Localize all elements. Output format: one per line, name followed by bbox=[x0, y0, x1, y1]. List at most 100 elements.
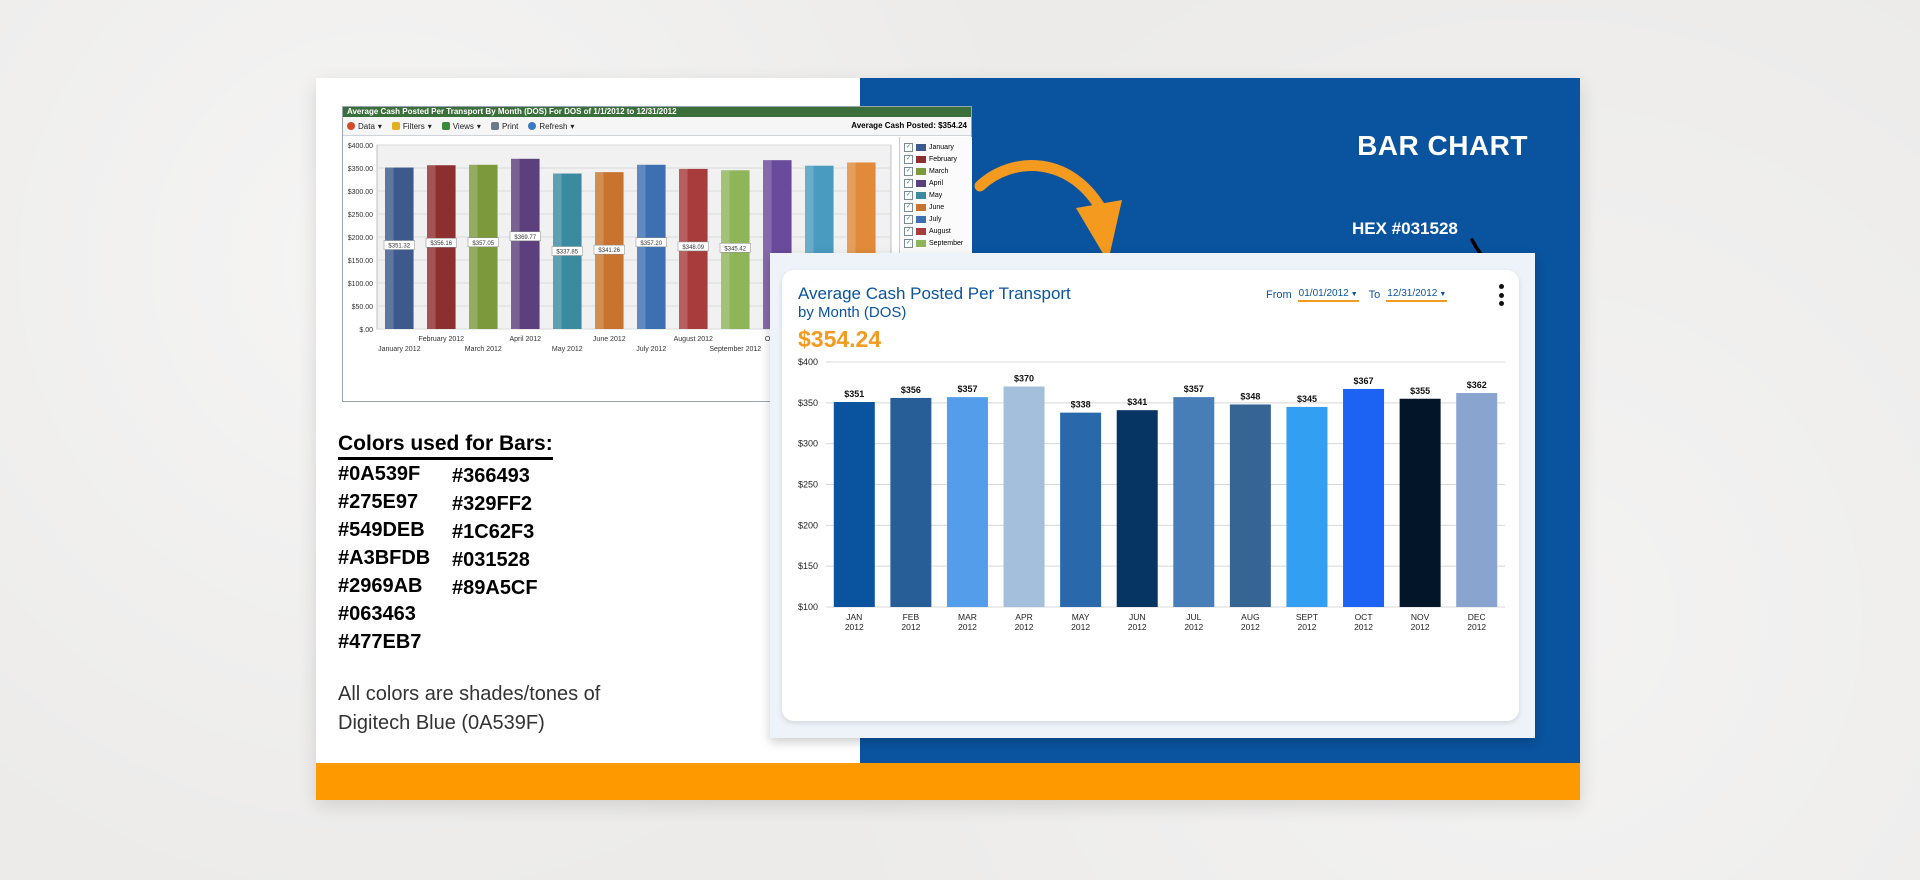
legacy-bar-label-box bbox=[593, 244, 625, 255]
widget-frame: Average Cash Posted Per Transport by Mon… bbox=[770, 253, 1535, 738]
widget-title: Average Cash Posted Per Transport bbox=[798, 284, 1071, 303]
legacy-data-button[interactable]: Data ▾ bbox=[347, 122, 382, 131]
color-code: #063463 bbox=[338, 603, 416, 625]
x-tick-year: 2012 bbox=[1354, 622, 1373, 632]
checkbox-icon[interactable]: ✓ bbox=[904, 202, 913, 212]
legacy-legend-item[interactable]: ✓ January bbox=[900, 141, 972, 153]
legacy-bar-label-box bbox=[467, 237, 499, 248]
legend-swatch bbox=[916, 143, 926, 151]
bar bbox=[1060, 412, 1102, 607]
legacy-y-tick: $250.00 bbox=[348, 212, 373, 219]
legacy-views-button[interactable]: Views ▾ bbox=[441, 122, 481, 131]
y-tick-label: $350 bbox=[798, 398, 818, 408]
bar bbox=[946, 397, 988, 607]
bar-value-label: $370 bbox=[1014, 374, 1034, 384]
legend-swatch bbox=[916, 227, 926, 235]
legacy-bar-shine bbox=[763, 160, 772, 329]
legacy-x-label: May 2012 bbox=[552, 346, 583, 353]
bar bbox=[1286, 406, 1328, 607]
legend-swatch bbox=[916, 179, 926, 187]
bar-value-label: $362 bbox=[1467, 380, 1487, 390]
legacy-bar-label: $357.05 bbox=[472, 241, 494, 247]
color-code: #89A5CF bbox=[452, 577, 538, 599]
legacy-legend-item[interactable]: ✓ July bbox=[900, 213, 972, 225]
legacy-bar-label: $337.85 bbox=[556, 250, 578, 256]
color-code: #0A539F bbox=[338, 463, 421, 485]
bar-value-label: $338 bbox=[1071, 400, 1091, 410]
color-code: #2969AB bbox=[338, 575, 423, 597]
legacy-bar bbox=[511, 158, 540, 329]
legacy-x-label: February 2012 bbox=[419, 336, 465, 343]
x-tick-label: SEPT bbox=[1296, 612, 1318, 622]
legacy-legend-item[interactable]: ✓ June bbox=[900, 201, 972, 213]
color-code: #549DEB bbox=[338, 519, 425, 541]
kebab-menu-icon[interactable] bbox=[1497, 284, 1505, 306]
pie-icon bbox=[347, 122, 355, 130]
legacy-bar-label: $351.32 bbox=[388, 244, 410, 250]
legacy-bar-label: $357.20 bbox=[640, 241, 662, 247]
orange-footer-bar bbox=[316, 763, 1580, 800]
legacy-legend-item[interactable]: ✓ August bbox=[900, 225, 972, 237]
legend-label: January bbox=[929, 143, 954, 151]
x-tick-year: 2012 bbox=[1241, 622, 1260, 632]
y-tick-label: $400 bbox=[798, 357, 818, 367]
legacy-legend-item[interactable]: ✓ September bbox=[900, 237, 972, 249]
legacy-legend-item[interactable]: ✓ May bbox=[900, 189, 972, 201]
legacy-x-label: July 2012 bbox=[636, 346, 666, 353]
x-tick-label: AUG bbox=[1241, 612, 1259, 622]
views-icon bbox=[441, 122, 450, 130]
colors-heading: Colors used for Bars: bbox=[338, 432, 553, 460]
legacy-print-button[interactable]: Print bbox=[490, 122, 518, 131]
legacy-bar-label: $369.77 bbox=[514, 235, 536, 241]
color-code: #A3BFDB bbox=[338, 547, 431, 569]
checkbox-icon[interactable]: ✓ bbox=[904, 214, 913, 224]
legend-label: September bbox=[929, 239, 964, 247]
date-range: From 01/01/2012 ▼ To 12/31/2012 ▼ bbox=[1266, 288, 1448, 302]
legacy-bar-label-box bbox=[677, 241, 709, 252]
checkbox-icon[interactable]: ✓ bbox=[904, 154, 913, 164]
checkbox-icon[interactable]: ✓ bbox=[904, 166, 913, 176]
x-tick-year: 2012 bbox=[845, 622, 864, 632]
color-code: #477EB7 bbox=[338, 631, 422, 653]
x-tick-label: JUL bbox=[1186, 612, 1201, 622]
legacy-y-tick: $100.00 bbox=[348, 281, 373, 288]
legacy-filters-button[interactable]: Filters ▾ bbox=[391, 122, 432, 131]
color-code: #366493 bbox=[452, 465, 530, 487]
legacy-y-tick: $50.00 bbox=[352, 304, 374, 311]
x-tick-year: 2012 bbox=[1071, 622, 1090, 632]
legacy-legend-item[interactable]: ✓ March bbox=[900, 165, 972, 177]
legend-label: June bbox=[929, 203, 945, 211]
checkbox-icon[interactable]: ✓ bbox=[904, 190, 913, 200]
legacy-refresh-button[interactable]: Refresh ▾ bbox=[528, 122, 574, 131]
y-tick-label: $100 bbox=[798, 602, 818, 612]
legacy-legend-item[interactable]: ✓ February bbox=[900, 153, 972, 165]
checkbox-icon[interactable]: ✓ bbox=[904, 238, 913, 248]
legend-label: April bbox=[929, 179, 944, 187]
checkbox-icon[interactable]: ✓ bbox=[904, 226, 913, 236]
x-tick-year: 2012 bbox=[1467, 622, 1486, 632]
legacy-legend-item[interactable]: ✓ April bbox=[900, 177, 972, 189]
bar-value-label: $351 bbox=[844, 389, 864, 399]
legacy-average-label: Average Cash Posted: $354.24 bbox=[851, 121, 967, 130]
y-tick-label: $200 bbox=[798, 520, 818, 530]
legacy-x-label: March 2012 bbox=[465, 346, 502, 353]
legacy-y-tick: $300.00 bbox=[348, 189, 373, 196]
x-tick-label: MAY bbox=[1072, 612, 1090, 622]
legacy-bar-label-box bbox=[719, 243, 751, 253]
checkbox-icon[interactable]: ✓ bbox=[904, 142, 913, 152]
from-date-picker[interactable]: 01/01/2012 ▼ bbox=[1297, 288, 1359, 302]
x-tick-label: FEB bbox=[903, 612, 920, 622]
caret-down-icon: ▼ bbox=[1439, 291, 1447, 298]
bar bbox=[1003, 386, 1045, 607]
main-bar-chart: $400$350$300$250$200$150$100$351JAN2012$… bbox=[798, 357, 1505, 632]
y-tick-label: $150 bbox=[798, 561, 818, 571]
x-tick-year: 2012 bbox=[1411, 622, 1430, 632]
legacy-toolbar: Data ▾ Filters ▾ Views ▾ Print Refresh ▾… bbox=[343, 117, 971, 136]
checkbox-icon[interactable]: ✓ bbox=[904, 178, 913, 188]
bar-value-label: $348 bbox=[1240, 391, 1260, 401]
print-icon bbox=[490, 122, 499, 130]
legacy-bar-label: $345.42 bbox=[724, 246, 746, 252]
bar bbox=[1173, 397, 1215, 607]
to-date-picker[interactable]: 12/31/2012 ▼ bbox=[1386, 288, 1448, 302]
legend-swatch bbox=[916, 203, 926, 211]
